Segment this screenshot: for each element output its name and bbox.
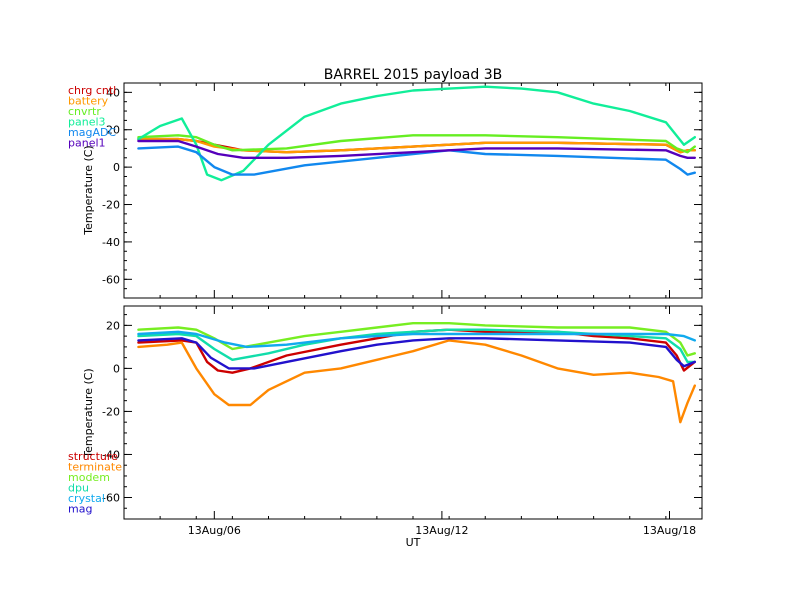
xlabel-bottom: UT [406, 536, 421, 549]
chart-title: BARREL 2015 payload 3B [324, 67, 502, 83]
plot-frame-top [123, 82, 703, 299]
x-tick-label: 13Aug/12 [415, 524, 468, 537]
y-tick-label: -60 [102, 273, 120, 286]
y-tick-label: -60 [102, 491, 120, 504]
y-tick-label: -40 [102, 236, 120, 249]
axis-ticks-bottom: 20 0 -20 -40 -60 13Aug/06 13Aug/12 13Aug/18 [102, 306, 703, 537]
legend-entry: mag [68, 503, 92, 516]
x-tick-label: 13Aug/06 [188, 524, 241, 537]
series-line-panel1 [137, 139, 696, 159]
panel-bottom: 20 0 -20 -40 -60 13Aug/06 13Aug/12 13Aug/18 Tem… [68, 305, 703, 549]
legend-entry: chrg cntl [68, 84, 116, 97]
ylabel-top: Temperature (C) [82, 145, 95, 235]
legend-entry: cnvrtr [68, 105, 101, 118]
series-line-terminate [137, 339, 696, 424]
legend-entry: structure [68, 450, 118, 463]
panel-top: 40 20 0 -20 -40 -60 Temperature (C) chrg cntl… [68, 82, 703, 299]
legend-entry: battery [68, 95, 109, 108]
y-tick-label: 0 [113, 362, 120, 375]
y-tick-label: 0 [113, 161, 120, 174]
series-line-battery [137, 137, 696, 154]
series-line-panel3 [137, 85, 696, 182]
ylabel-bottom: Temperature (C) [82, 368, 95, 458]
series-line-mag [137, 337, 696, 370]
legend-entry: magADC [68, 126, 116, 139]
legend-entry: dpu [68, 482, 89, 495]
legend-entry: crystal [68, 492, 105, 505]
y-tick-label: 20 [106, 124, 120, 137]
legend-entry: panel1 [68, 137, 106, 150]
series-line-magadc [137, 145, 696, 176]
series-group-top [137, 85, 696, 182]
y-tick-label: 40 [106, 86, 120, 99]
x-tick-label: 13Aug/18 [643, 524, 696, 537]
y-tick-label: -20 [102, 199, 120, 212]
axis-ticks-top: 40 20 0 -20 -40 -60 [102, 82, 703, 299]
series-group-bottom [137, 322, 696, 424]
legend-entry: terminate [68, 461, 122, 474]
legend-entry: panel3 [68, 116, 106, 129]
series-line-dpu [137, 328, 696, 364]
y-tick-label: -20 [102, 405, 120, 418]
y-tick-label: 20 [106, 319, 120, 332]
y-tick-label: -40 [102, 448, 120, 461]
series-line-cnvrtr [137, 134, 696, 154]
legend-entry: modem [68, 471, 110, 484]
series-line-crystal [137, 330, 696, 349]
